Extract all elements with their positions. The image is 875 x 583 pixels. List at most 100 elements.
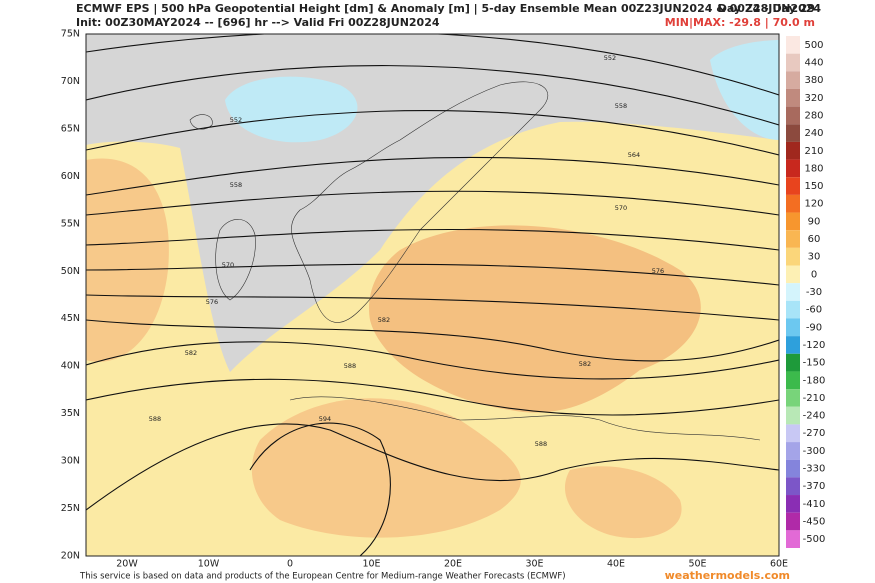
anomaly-blob xyxy=(710,40,779,140)
lat-label: 70N xyxy=(61,76,80,87)
contour xyxy=(86,263,779,286)
lat-label: 75N xyxy=(61,29,80,40)
colorbar-label: 210 xyxy=(804,146,823,157)
colorbar-swatch xyxy=(786,495,800,513)
colorbar-label: 500 xyxy=(804,40,823,51)
colorbar-label: 60 xyxy=(808,234,821,245)
colorbar-label: -300 xyxy=(803,446,826,457)
header-line1: ECMWF EPS | 500 hPa Geopotential Height … xyxy=(76,2,821,15)
contour xyxy=(249,422,391,556)
colorbar-label: 320 xyxy=(804,93,823,104)
colorbar-swatch xyxy=(786,371,800,390)
contour-label: 582 xyxy=(185,349,197,357)
colorbar-swatch xyxy=(786,530,800,548)
lon-label: 50E xyxy=(688,559,706,570)
contour-label: 576 xyxy=(652,267,664,275)
colorbar-swatch xyxy=(786,177,800,195)
contour-label: 582 xyxy=(378,316,390,324)
lat-label: 50N xyxy=(61,266,80,277)
header-minmax: MIN|MAX: -29.8 | 70.0 m xyxy=(665,16,815,29)
contour xyxy=(86,341,779,380)
colorbar-swatch xyxy=(786,300,800,319)
colorbar-label: -120 xyxy=(803,340,826,351)
lon-label: 10W xyxy=(198,559,220,570)
colorbar-swatch xyxy=(786,353,800,372)
contour xyxy=(86,34,779,96)
contour xyxy=(86,228,779,251)
contour-label: 576 xyxy=(206,298,218,306)
contour-label: 570 xyxy=(615,204,627,212)
lon-label: 20E xyxy=(444,559,462,570)
lat-label: 55N xyxy=(61,218,80,229)
colorbar-label: -30 xyxy=(806,287,822,298)
colorbar-label: 240 xyxy=(804,128,823,139)
colorbar-swatch xyxy=(786,283,800,301)
colorbar-swatch xyxy=(786,389,800,407)
colorbar-label: -210 xyxy=(803,393,826,404)
colorbar-label: -410 xyxy=(803,499,826,510)
contour xyxy=(86,319,779,362)
colorbar-swatch xyxy=(786,230,800,248)
lon-label: 30E xyxy=(525,559,543,570)
lat-label: 65N xyxy=(61,123,80,134)
colorbar-swatch xyxy=(786,159,800,178)
colorbar-label: -90 xyxy=(806,322,822,333)
colorbar-swatch xyxy=(786,424,800,443)
colorbar-label: 0 xyxy=(811,269,817,280)
colorbar-swatch xyxy=(786,336,800,354)
contour xyxy=(86,156,779,196)
footer-credit: This service is based on data and produc… xyxy=(79,572,566,582)
colorbar-swatch xyxy=(786,88,800,107)
colorbar-label: 120 xyxy=(804,199,823,210)
colorbar-label: -270 xyxy=(803,428,826,439)
contour-label: 552 xyxy=(604,54,616,62)
map xyxy=(86,34,779,556)
colorbar-label: 150 xyxy=(804,181,823,192)
contour xyxy=(86,294,779,321)
generated: 75N 70N 65N 60N 55N 50N 45N 40N 35N 30N 25N 20N 20W 1… xyxy=(61,29,826,570)
lon-label: 10E xyxy=(362,559,380,570)
colorbar-swatch xyxy=(786,318,800,337)
contour-label: 570 xyxy=(222,261,234,269)
footer-site: weathermodels.com xyxy=(665,569,790,582)
colorbar-label: 90 xyxy=(808,216,821,227)
anomaly-blob xyxy=(251,398,521,538)
lon-label: 40E xyxy=(607,559,625,570)
header-line2: Init: 00Z30MAY2024 -- [696] hr --> Valid… xyxy=(76,16,440,29)
lat-label: 40N xyxy=(61,361,80,372)
lon-label: 20W xyxy=(116,559,138,570)
map-frame xyxy=(85,33,780,557)
lon-label: 0 xyxy=(287,559,293,570)
lat-label: 35N xyxy=(61,408,80,419)
colorbar-label: 30 xyxy=(808,252,821,263)
contour-label: 594 xyxy=(319,415,331,423)
colorbar-label: 280 xyxy=(804,110,823,121)
contour-label: 588 xyxy=(344,362,356,370)
contour xyxy=(86,65,779,126)
contour xyxy=(86,378,779,416)
colorbar-swatch xyxy=(786,141,800,160)
colorbar-swatch xyxy=(786,459,800,478)
colorbar-label: -60 xyxy=(806,305,822,316)
lat-label: 60N xyxy=(61,171,80,182)
colorbar-label: -180 xyxy=(803,375,826,386)
contour xyxy=(86,423,779,511)
colorbar-swatch xyxy=(786,406,800,425)
colorbar-swatch xyxy=(786,194,800,213)
colorbar-swatch xyxy=(786,124,800,142)
lon-label: 60E xyxy=(770,559,788,570)
anomaly-blob xyxy=(564,466,682,539)
colorbar-label: -240 xyxy=(803,411,826,422)
contour-label: 588 xyxy=(149,415,161,423)
colorbar-swatch xyxy=(786,53,800,72)
colorbar-label: 440 xyxy=(804,57,823,68)
colorbar-label: -500 xyxy=(803,534,826,545)
colorbar-label: 380 xyxy=(804,75,823,86)
header-period: Day 24 - Day 29 xyxy=(718,2,815,15)
colorbar-swatch xyxy=(786,512,800,531)
colorbar-label: -150 xyxy=(803,358,826,369)
colorbar-swatch xyxy=(786,212,800,231)
lat-label: 20N xyxy=(61,551,80,562)
colorbar-label: -330 xyxy=(803,464,826,475)
